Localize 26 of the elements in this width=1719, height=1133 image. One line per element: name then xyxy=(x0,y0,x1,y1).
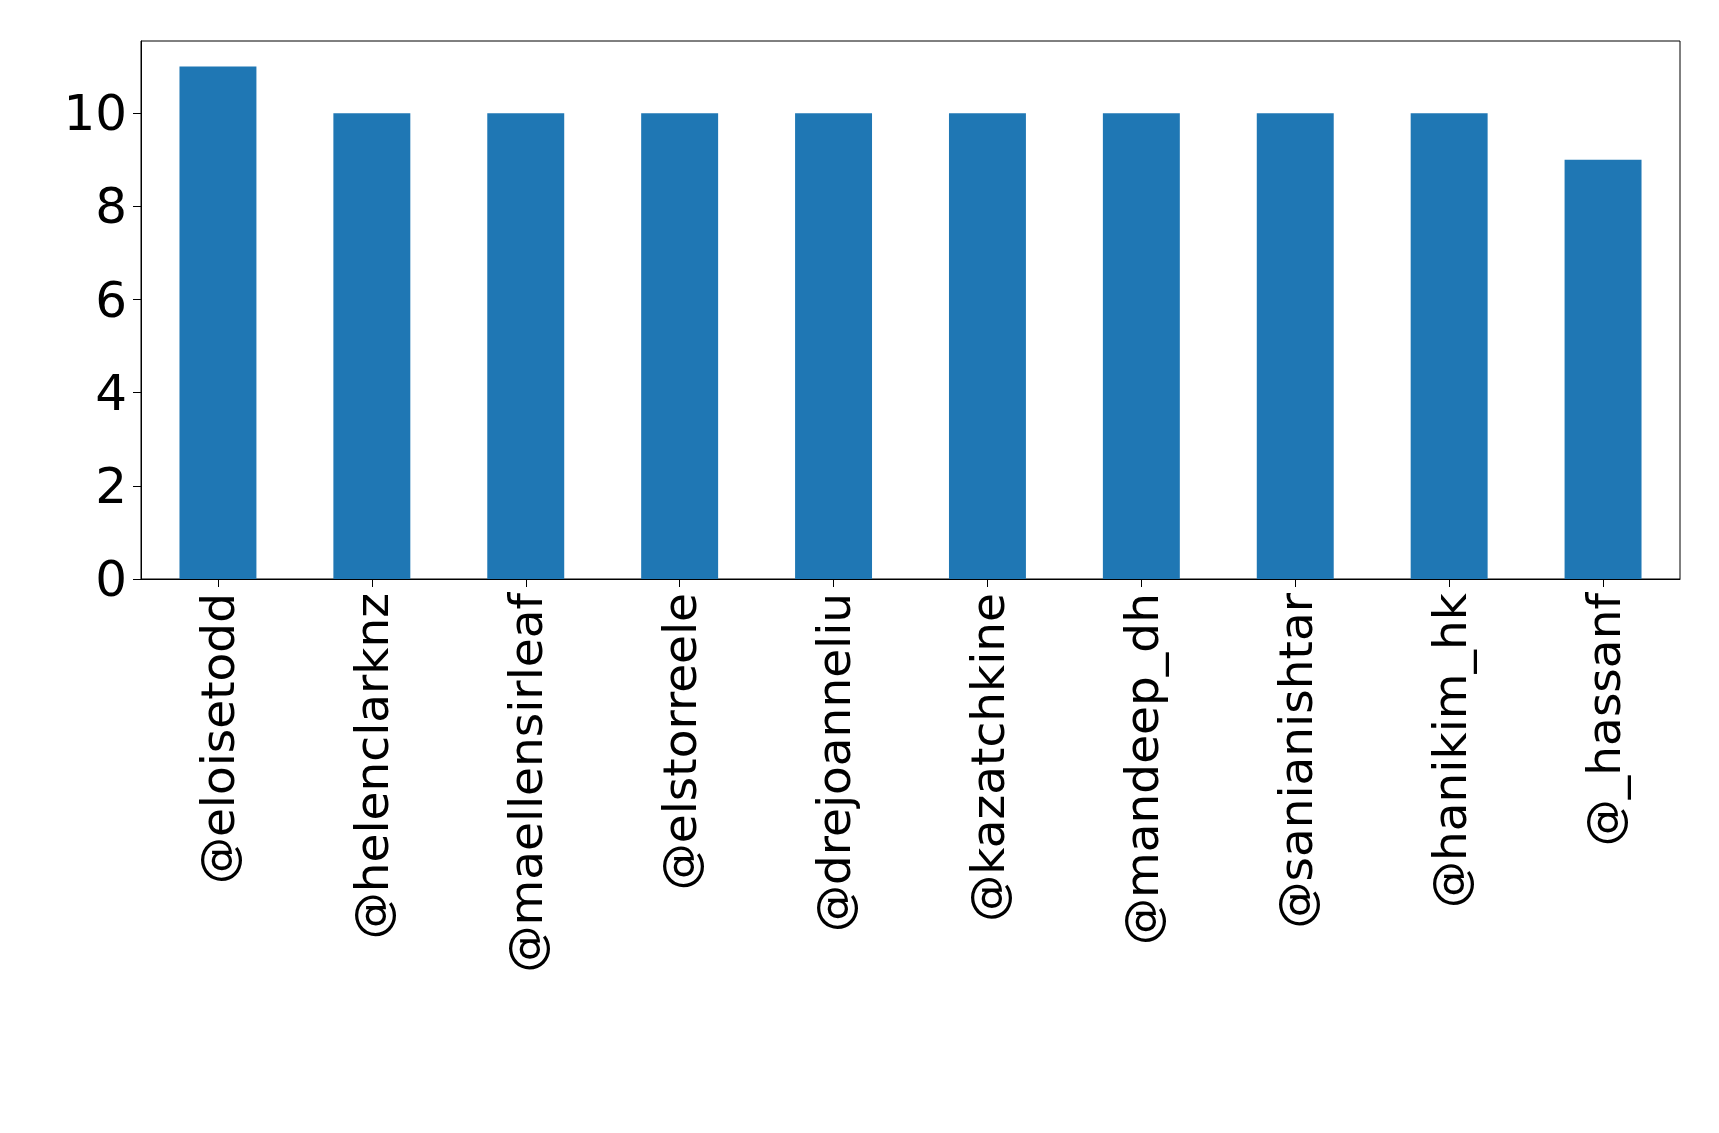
x-tick-label: @eloisetodd xyxy=(190,593,246,885)
y-tick-label: 4 xyxy=(95,363,127,422)
x-tick-label: @mandeep_dh xyxy=(1113,593,1169,945)
bar xyxy=(1256,113,1334,579)
x-tick-label: @helenclarknz xyxy=(344,593,400,940)
y-tick-label: 6 xyxy=(95,270,127,329)
bar xyxy=(948,113,1026,579)
y-tick-label: 2 xyxy=(95,456,127,515)
x-tick-label: @_hassanf xyxy=(1575,591,1631,847)
x-tick-label: @drejoanneliu xyxy=(806,593,862,933)
x-tick-label: @hanikim_hk xyxy=(1421,592,1477,909)
x-tick-label: @maellensirleaf xyxy=(498,591,554,973)
y-tick-label: 8 xyxy=(95,177,127,236)
bar xyxy=(1410,113,1488,579)
x-tick-label: @kazatchkine xyxy=(959,593,1015,922)
y-tick-label: 10 xyxy=(63,84,127,143)
x-tick-label: @sanianishtar xyxy=(1267,592,1323,929)
bar xyxy=(1564,159,1642,579)
bar xyxy=(487,113,565,579)
bar xyxy=(179,66,257,579)
bar xyxy=(333,113,411,579)
x-tick-label: @elstorreele xyxy=(652,593,708,891)
bar xyxy=(641,113,719,579)
y-tick-label: 0 xyxy=(95,550,127,608)
bar xyxy=(795,113,873,579)
bar xyxy=(1102,113,1180,579)
